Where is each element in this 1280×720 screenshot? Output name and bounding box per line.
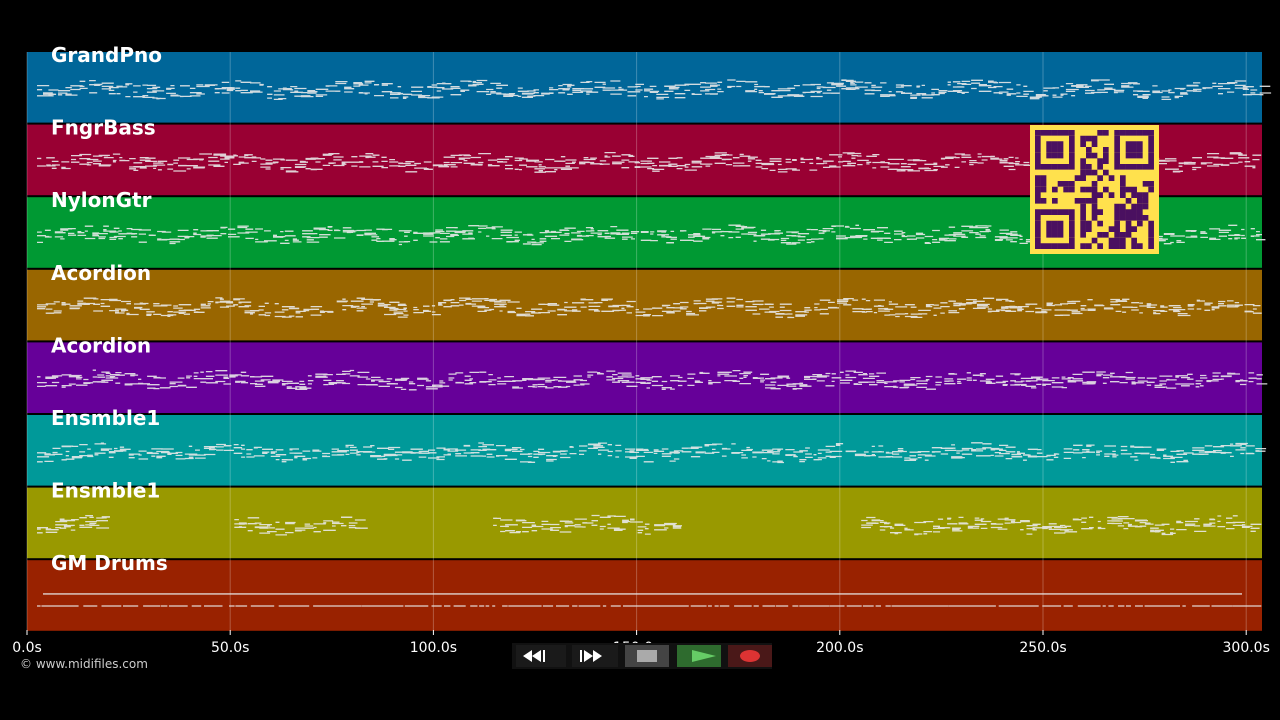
track-name: FngrBass xyxy=(51,116,156,140)
tick-label: 300.0s xyxy=(1223,640,1270,656)
qr-code xyxy=(1030,125,1159,254)
track-name: Acordion xyxy=(51,333,151,357)
fast-forward-button[interactable] xyxy=(572,645,618,667)
note-marks xyxy=(37,593,1262,607)
play-button[interactable] xyxy=(677,645,721,667)
track-lane xyxy=(27,487,1262,559)
notes xyxy=(37,79,1272,607)
tick-label: 100.0s xyxy=(410,640,457,656)
tick-label: 200.0s xyxy=(816,640,863,656)
track-name: GM Drums xyxy=(51,551,168,575)
note-marks xyxy=(37,297,1262,319)
note-marks xyxy=(37,79,1272,101)
track-name: GrandPno xyxy=(51,43,162,67)
track-name: Acordion xyxy=(51,261,151,285)
track-name: Ensmble1 xyxy=(51,406,160,430)
qr-modules xyxy=(1035,130,1154,249)
note-marks xyxy=(37,514,1262,536)
copyright: © www.midifiles.com xyxy=(20,657,148,671)
track-name: Ensmble1 xyxy=(51,479,160,503)
tick-label: 0.0s xyxy=(12,640,42,656)
transport-bar xyxy=(512,643,772,669)
track-lane xyxy=(27,269,1262,341)
track-lane xyxy=(27,560,1262,631)
stop-button[interactable] xyxy=(625,645,669,667)
track-name: NylonGtr xyxy=(51,188,152,212)
record-button[interactable] xyxy=(728,645,772,667)
rewind-button[interactable] xyxy=(516,645,566,667)
note-marks xyxy=(37,369,1268,391)
tick-label: 250.0s xyxy=(1019,640,1066,656)
note-marks xyxy=(37,442,1267,464)
tick-label: 50.0s xyxy=(211,640,249,656)
track-labels: GrandPno FngrBass NylonGtr Acordion Acordion… xyxy=(51,43,168,575)
